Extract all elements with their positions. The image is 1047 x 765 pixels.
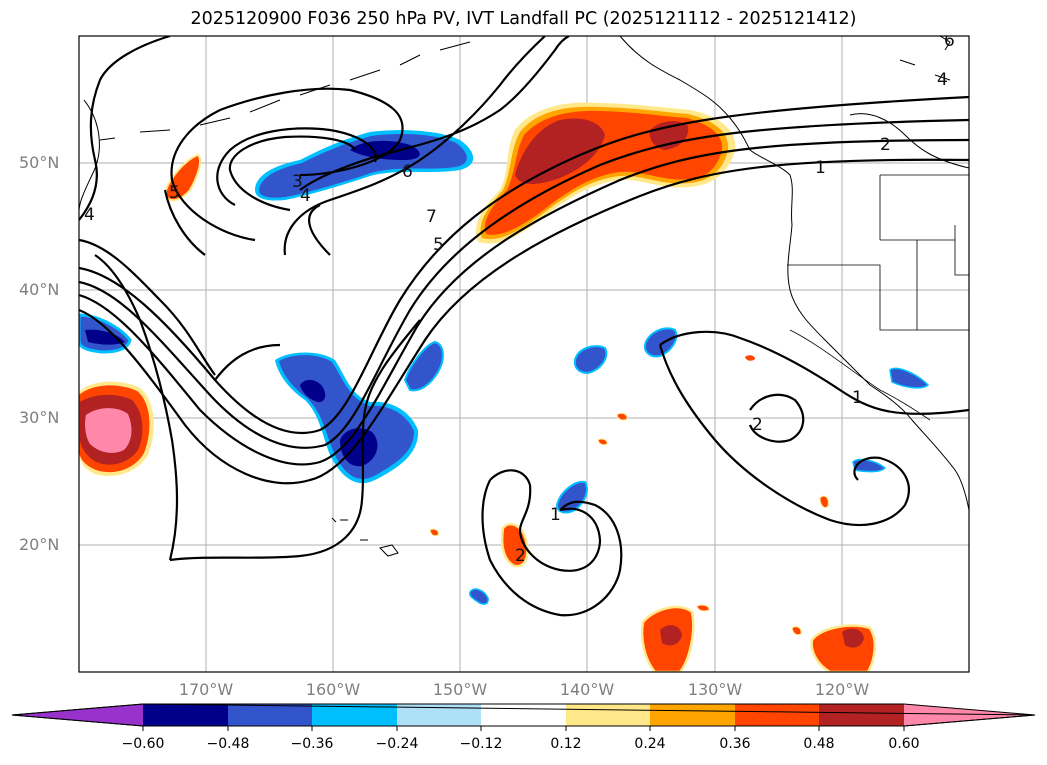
negative-patch-5 [469, 588, 489, 605]
positive-patch-10 [791, 626, 802, 636]
colorbar-extend-low [12, 704, 143, 726]
lat-label: 20°N [19, 535, 60, 554]
colorbar-segment [819, 704, 904, 726]
lat-label: 50°N [19, 153, 60, 172]
colorbar-tick-label: −0.24 [375, 736, 419, 752]
contour-label: 2 [515, 546, 526, 566]
colorbar-segment [312, 704, 397, 726]
colorbar-tick-label: −0.48 [206, 736, 250, 752]
colorbar-tick-label: 0.60 [888, 736, 920, 752]
negative-blob-north-core [350, 140, 420, 160]
negative-patch-2 [573, 345, 608, 375]
contour-label: 6 [402, 162, 413, 182]
contour-label: 3 [292, 172, 303, 192]
contour-label: 2 [752, 415, 763, 435]
lat-label: 30°N [19, 408, 60, 427]
chart-title: 2025120900 F036 250 hPa PV, IVT Landfall… [190, 9, 857, 29]
colorbar-extend-high [904, 704, 1035, 726]
colorbar-segment [650, 704, 735, 726]
positive-patch-3-core [660, 625, 682, 646]
contour-label: 6 [944, 31, 955, 51]
negative-patch-3 [643, 327, 678, 358]
lon-label: 120°W [814, 680, 870, 699]
lat-label: 40°N [19, 280, 60, 299]
negative-patch-7 [889, 367, 930, 389]
colorbar-tick-label: −0.36 [290, 736, 334, 752]
colorbar-segment [228, 704, 312, 726]
colorbar-segment [566, 704, 650, 726]
lon-label: 140°W [559, 680, 615, 699]
contour-label: 4 [937, 70, 948, 90]
lon-label: 150°W [432, 680, 488, 699]
contour-label: 4 [84, 205, 95, 225]
contour-label: 1 [550, 505, 561, 525]
contour-label: 4 [300, 186, 311, 206]
colorbar-segment [143, 704, 228, 726]
positive-patch-4-core [842, 628, 864, 648]
colorbar [11, 703, 1036, 731]
positive-patch-9 [696, 604, 710, 612]
lon-label: 130°W [687, 680, 743, 699]
positive-patch-11 [429, 528, 439, 537]
contour-label: 2 [880, 135, 891, 155]
negative-patch-west-core [85, 329, 125, 345]
lon-label: 160°W [305, 680, 361, 699]
contour-label: 1 [815, 158, 826, 178]
positive-patch-8 [819, 495, 829, 509]
positive-patch-7 [597, 438, 608, 446]
contour-label: 5 [433, 235, 444, 255]
colorbar-tick-label: −0.12 [459, 736, 503, 752]
pv-contours [79, 36, 969, 617]
colorbar-tick-label: 0.48 [803, 736, 835, 752]
colorbar-tick-label: 0.24 [634, 736, 666, 752]
positive-plume-nw-darkred [515, 118, 605, 184]
positive-patch-6 [616, 412, 628, 421]
colorbar-tick-label: 0.36 [719, 736, 751, 752]
lon-label: 170°W [178, 680, 234, 699]
colorbar-tick-label: −0.60 [121, 736, 165, 752]
colorbar-segment [481, 704, 566, 726]
colorbar-segment [397, 704, 481, 726]
negative-central-core-2 [300, 379, 326, 403]
map-frame [78, 35, 970, 673]
contour-label: 7 [426, 207, 437, 227]
negative-patch-4 [555, 480, 588, 514]
negative-patch-1 [403, 340, 444, 392]
contour-label: 5 [169, 183, 180, 203]
contour-labels: 6 4 2 1 3 4 6 7 5 4 5 1 2 1 2 [84, 31, 955, 566]
colorbar-segment [735, 704, 819, 726]
positive-patch-5 [745, 355, 755, 361]
contour-label: 1 [852, 388, 863, 408]
colorbar-tick-label: 0.12 [550, 736, 582, 752]
positive-blob-west-pink [85, 408, 132, 453]
